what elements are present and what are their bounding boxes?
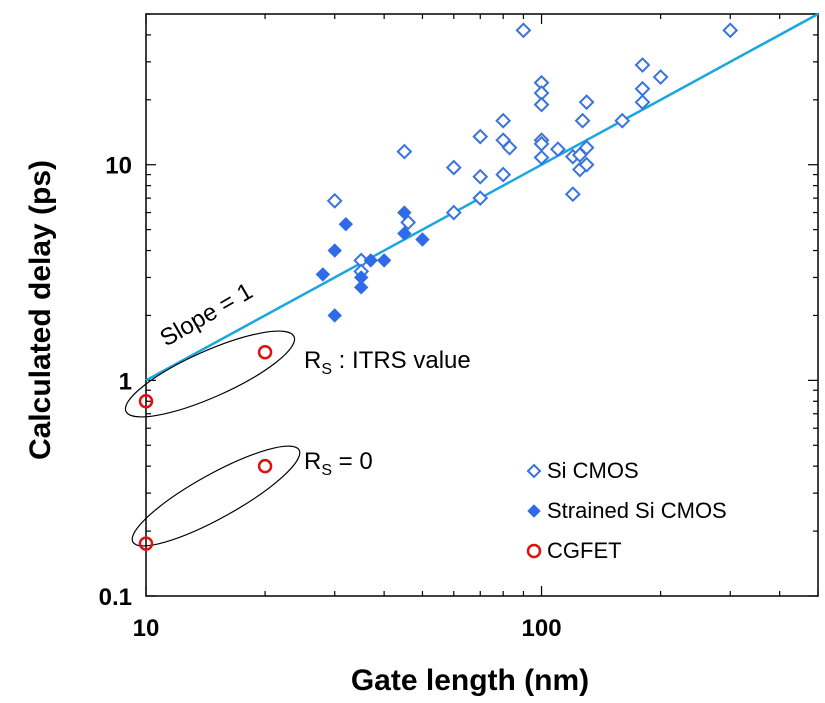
si-cmos-point	[533, 135, 550, 152]
rs-zero-sub: S	[321, 462, 332, 479]
legend-si-cmos-marker	[526, 463, 542, 479]
x-axis-title: Gate length (nm)	[351, 664, 589, 697]
strained-si-cmos-point	[397, 205, 412, 220]
si-cmos-point	[501, 139, 518, 156]
rs-itrs-tail: : ITRS value	[332, 347, 471, 374]
si-cmos-point	[445, 204, 462, 221]
si-cmos-point	[533, 74, 550, 91]
cgfet-point	[138, 394, 154, 409]
si-cmos-point	[472, 168, 489, 185]
si-cmos-point	[533, 96, 550, 113]
rs-zero-tail: = 0	[332, 448, 373, 475]
legend-si-cmos-label: Si CMOS	[547, 458, 639, 483]
si-cmos-point	[396, 143, 413, 160]
si-cmos-point	[634, 94, 651, 111]
rs-itrs-sub: S	[321, 361, 332, 378]
x-tick-label: 100	[522, 615, 562, 642]
si-cmos-point	[564, 186, 581, 203]
strained-si-cmos-point	[415, 232, 430, 247]
si-cmos-point	[549, 141, 566, 158]
cgfet-point	[257, 458, 273, 474]
si-cmos-point	[634, 80, 651, 97]
x-tick-label: 10	[133, 615, 160, 642]
strained-si-cmos-point	[353, 280, 369, 295]
slope-annotation: Slope = 1	[156, 278, 258, 352]
si-cmos-point	[578, 139, 595, 156]
si-cmos-point	[533, 85, 550, 101]
cgfet-point	[138, 536, 154, 551]
legend: Si CMOS Strained Si CMOS CGFET	[526, 458, 727, 563]
y-axis-title: Calculated delay (ps)	[24, 160, 57, 460]
si-cmos-point	[578, 156, 595, 173]
si-cmos-point	[574, 112, 591, 129]
strained-si-cmos-point	[338, 216, 354, 232]
si-cmos-point	[614, 112, 631, 129]
rs-zero-annotation: RS = 0	[304, 448, 373, 479]
data-points	[138, 22, 739, 551]
si-cmos-point	[515, 22, 532, 39]
si-cmos-point	[634, 57, 651, 73]
strained-si-cmos-point	[397, 226, 412, 241]
strained-si-cmos-point	[327, 243, 342, 258]
si-cmos-point	[533, 149, 550, 166]
si-cmos-point	[445, 159, 462, 176]
strained-si-cmos-point	[315, 267, 331, 282]
legend-cgfet-label: CGFET	[547, 538, 622, 563]
y-tick-label: 0.1	[99, 584, 132, 611]
cgfet-point	[257, 345, 273, 360]
si-cmos-point	[722, 22, 739, 39]
legend-strained-marker	[527, 504, 541, 518]
strained-si-cmos-point	[376, 253, 392, 268]
rs-zero-r: R	[304, 448, 321, 475]
plot-area-frame	[145, 13, 819, 597]
legend-cgfet-marker	[526, 543, 542, 559]
y-tick-label: 10	[105, 153, 132, 180]
strained-si-cmos-point	[353, 270, 369, 285]
si-cmos-point	[578, 94, 595, 111]
y-tick-label: 1	[119, 368, 132, 395]
si-cmos-point	[495, 166, 512, 183]
si-cmos-point	[472, 190, 489, 207]
rs-itrs-annotation: RS : ITRS value	[304, 347, 471, 378]
legend-strained-label: Strained Si CMOS	[547, 498, 727, 523]
si-cmos-point	[326, 192, 343, 209]
strained-si-cmos-point	[327, 308, 342, 323]
rs-itrs-r: R	[304, 347, 321, 374]
si-cmos-point	[652, 69, 669, 85]
tick-labels: 10 100 0.1 1 10	[99, 153, 562, 642]
si-cmos-point	[495, 112, 512, 129]
rs-zero-ellipse	[131, 445, 301, 547]
itrs-ellipse	[124, 330, 296, 418]
si-cmos-point	[472, 128, 489, 145]
